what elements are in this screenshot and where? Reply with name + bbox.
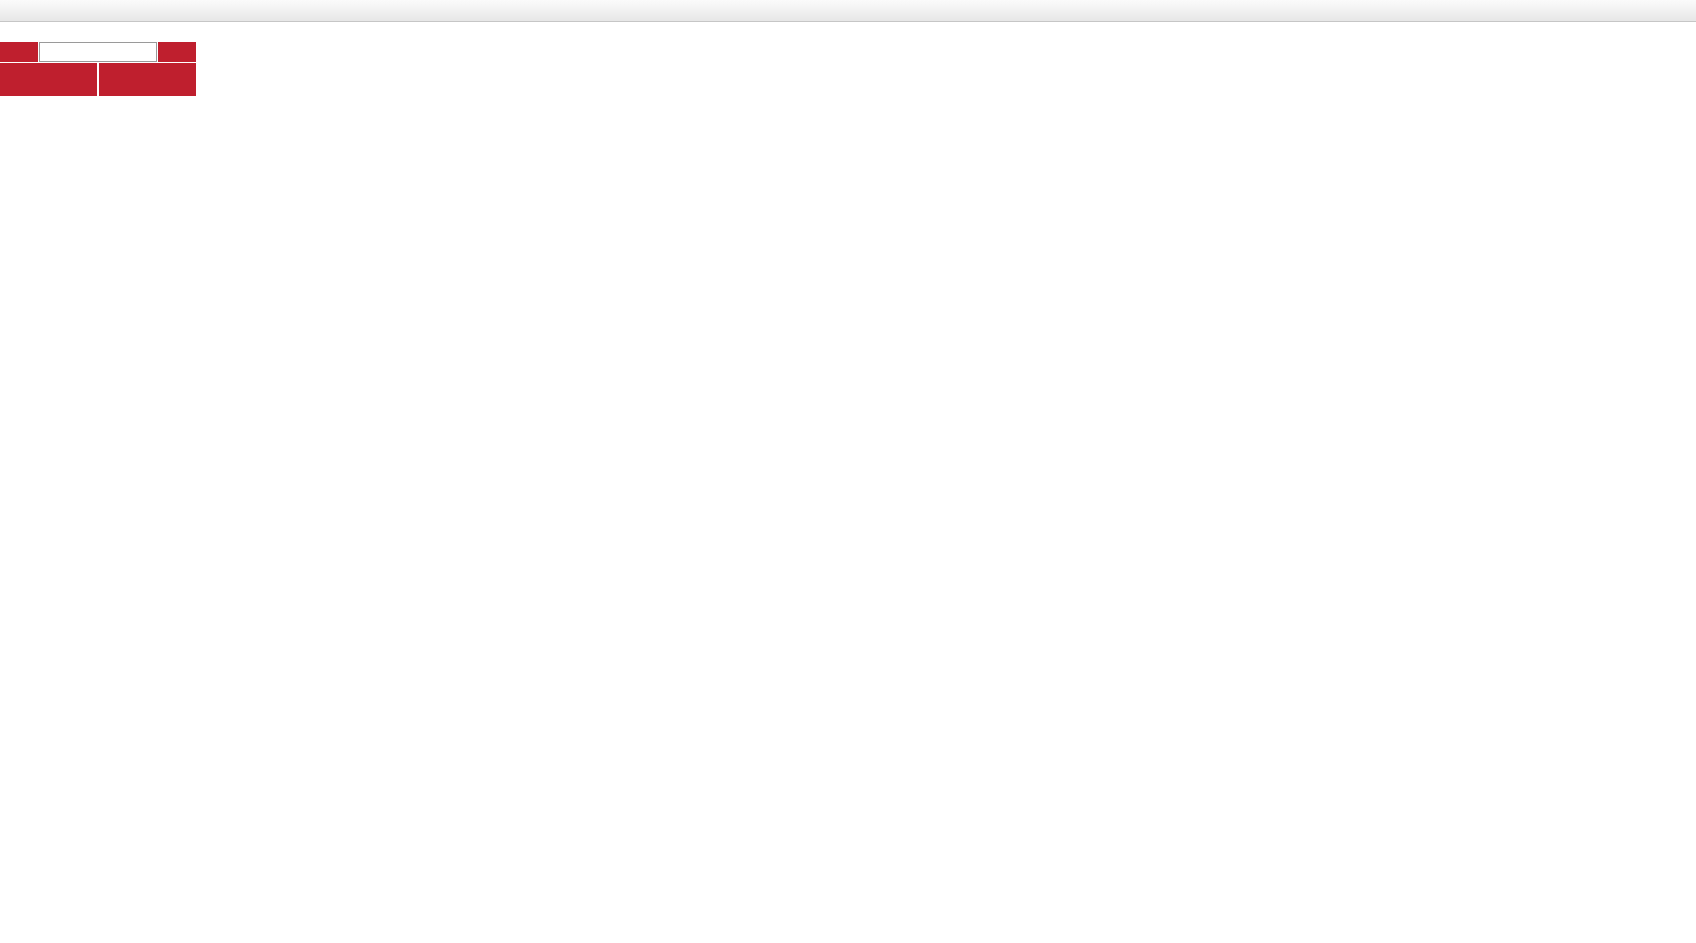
buy-button[interactable] bbox=[158, 42, 196, 62]
one-click-trading-panel bbox=[0, 42, 196, 96]
sell-price-panel[interactable] bbox=[0, 63, 97, 96]
sell-button[interactable] bbox=[0, 42, 38, 62]
rsi-header bbox=[5, 701, 9, 713]
chart-area bbox=[0, 22, 1696, 943]
buy-price-panel[interactable] bbox=[99, 63, 196, 96]
volume-input[interactable] bbox=[53, 45, 143, 59]
macd-header bbox=[5, 543, 13, 555]
volume-box bbox=[39, 42, 157, 62]
main-toolbar bbox=[0, 0, 1696, 22]
